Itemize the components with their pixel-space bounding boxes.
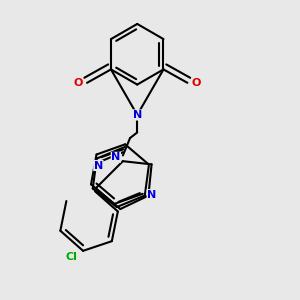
Text: Cl: Cl — [65, 252, 77, 262]
Text: N: N — [147, 190, 156, 200]
Text: N: N — [94, 160, 103, 170]
Text: O: O — [192, 78, 201, 88]
Text: N: N — [133, 110, 142, 120]
Text: O: O — [74, 78, 83, 88]
Text: N: N — [111, 152, 121, 162]
